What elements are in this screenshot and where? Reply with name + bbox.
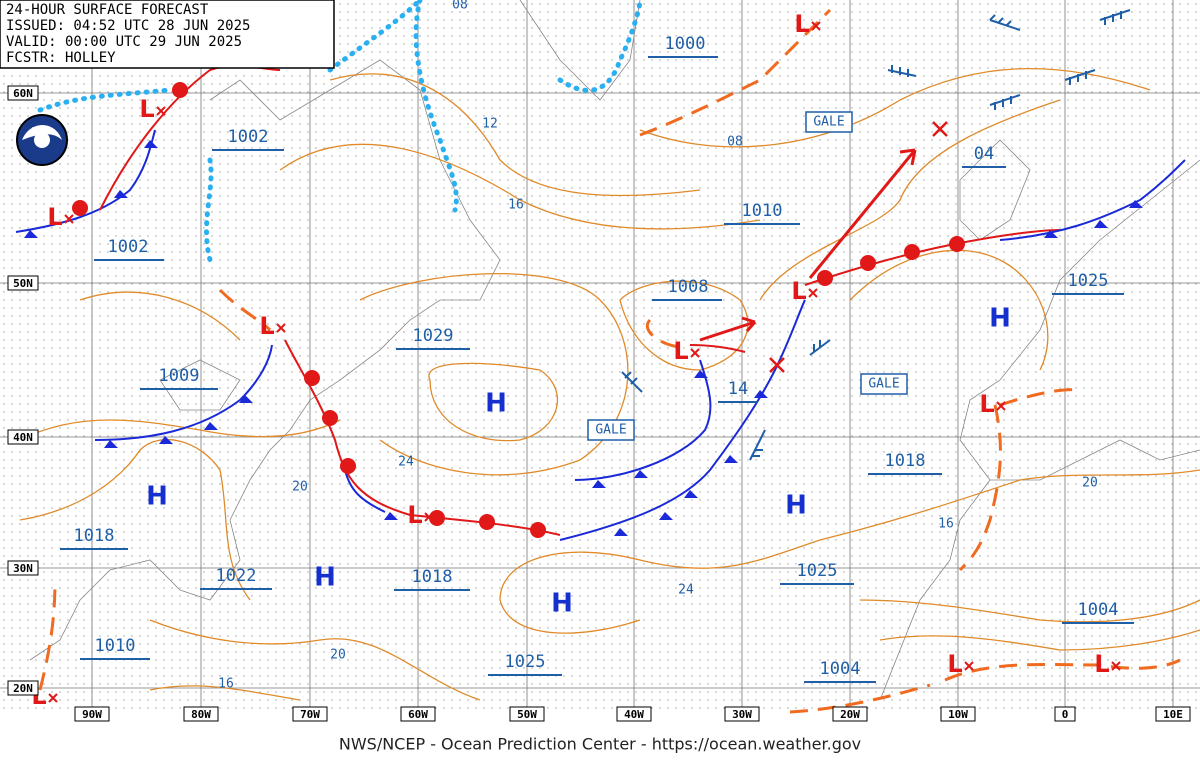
pressure-label: 1025 xyxy=(797,561,838,581)
lon-label: 20W xyxy=(840,708,860,721)
low-center: L xyxy=(259,312,274,340)
lon-label: 40W xyxy=(624,708,644,721)
pressure-label: 1018 xyxy=(885,451,926,471)
pressure-label: 14 xyxy=(728,379,748,399)
pressure-label: 1004 xyxy=(820,659,861,679)
gale-label: GALE xyxy=(868,377,899,392)
pressure-label: 1018 xyxy=(412,567,453,587)
gale-label: GALE xyxy=(813,115,844,130)
pressure-label: 1004 xyxy=(1078,600,1119,620)
lon-label: 80W xyxy=(191,708,211,721)
lon-labels xyxy=(74,706,1191,722)
header-line: 24-HOUR SURFACE FORECAST xyxy=(6,2,209,18)
isobar-label: 16 xyxy=(218,677,234,692)
lon-label: 10W xyxy=(948,708,968,721)
grid xyxy=(0,0,1200,712)
isobar-label: 20 xyxy=(292,480,308,495)
fronts xyxy=(15,8,1186,714)
low-center: L xyxy=(47,203,62,231)
pressure-label: 1029 xyxy=(413,326,454,346)
low-marker xyxy=(690,348,700,358)
header-box xyxy=(0,0,335,69)
isobar-label: 12 xyxy=(482,117,498,132)
lon-label: 90W xyxy=(82,708,102,721)
low-marker xyxy=(811,21,821,31)
low-marker xyxy=(276,323,286,333)
ice-edge xyxy=(37,0,643,263)
low-marker xyxy=(424,512,434,522)
pressure-label: 1025 xyxy=(1068,271,1109,291)
low-marker xyxy=(48,693,58,703)
pressure-label: 1018 xyxy=(74,526,115,546)
lon-label: 30W xyxy=(732,708,752,721)
pressure-label: 1009 xyxy=(159,366,200,386)
isobar-label: 24 xyxy=(398,455,414,470)
high-center: H xyxy=(785,491,807,521)
low-center: L xyxy=(407,501,422,529)
low-center: L xyxy=(791,277,806,305)
lat-label: 40N xyxy=(13,431,33,444)
isobar-label: 08 xyxy=(452,0,468,13)
pressure-labels xyxy=(60,56,1134,683)
pressure-label: 1010 xyxy=(95,636,136,656)
coastlines xyxy=(29,0,1200,701)
lon-label: 70W xyxy=(300,708,320,721)
gale-box xyxy=(805,111,853,133)
low-center: L xyxy=(947,650,962,678)
pressure-label: 1000 xyxy=(665,34,706,54)
isobar-label: 08 xyxy=(727,135,743,150)
isobar-label: 16 xyxy=(508,198,524,213)
low-center: L xyxy=(794,10,809,38)
lat-label: 20N xyxy=(13,682,33,695)
isobar-label: 16 xyxy=(938,517,954,532)
noaa-logo xyxy=(16,114,68,166)
lon-label: 0 xyxy=(1062,708,1069,721)
map-background xyxy=(0,0,1200,712)
pressure-label: 04 xyxy=(974,144,994,164)
low-marker xyxy=(64,214,74,224)
low-marker xyxy=(996,401,1006,411)
pressure-label: 1025 xyxy=(505,652,546,672)
low-marker xyxy=(156,106,166,116)
pressure-label: 1022 xyxy=(216,566,257,586)
header-line: VALID: 00:00 UTC 29 JUN 2025 xyxy=(6,34,242,50)
high-center: H xyxy=(989,304,1011,334)
lon-label: 50W xyxy=(517,708,537,721)
lon-label: 60W xyxy=(408,708,428,721)
low-center: L xyxy=(1094,650,1109,678)
pressure-label: 1010 xyxy=(742,201,783,221)
lat-label: 50N xyxy=(13,277,33,290)
gale-label: GALE xyxy=(595,423,626,438)
logo-text: NOAA xyxy=(32,126,53,134)
lon-label: 10E xyxy=(1163,708,1183,721)
high-center: H xyxy=(485,389,507,419)
pressure-label: 1008 xyxy=(668,277,709,297)
low-marker xyxy=(964,661,974,671)
lat-label: 30N xyxy=(13,562,33,575)
low-marker xyxy=(808,288,818,298)
gale-box xyxy=(860,373,908,395)
isobar-label: 20 xyxy=(330,648,346,663)
header-line: FCSTR: HOLLEY xyxy=(6,50,116,66)
header-line: ISSUED: 04:52 UTC 28 JUN 2025 xyxy=(6,18,250,34)
low-center: L xyxy=(673,337,688,365)
footer-credit: NWS/NCEP - Ocean Prediction Center - htt… xyxy=(339,735,861,754)
high-center: H xyxy=(146,482,168,512)
low-center: L xyxy=(979,390,994,418)
high-center: H xyxy=(551,589,573,619)
gale-box xyxy=(587,419,635,441)
pressure-label: 1002 xyxy=(228,127,269,147)
low-center: L xyxy=(139,95,154,123)
high-center: H xyxy=(314,563,336,593)
footer-band xyxy=(0,726,1200,764)
low-marker xyxy=(1111,661,1121,671)
isobar-label: 24 xyxy=(678,583,694,598)
lat-labels xyxy=(7,85,39,696)
isobar-label: 20 xyxy=(1082,476,1098,491)
lat-label: 60N xyxy=(13,87,33,100)
pressure-label: 1002 xyxy=(108,237,149,257)
wind-barbs xyxy=(621,9,1131,461)
